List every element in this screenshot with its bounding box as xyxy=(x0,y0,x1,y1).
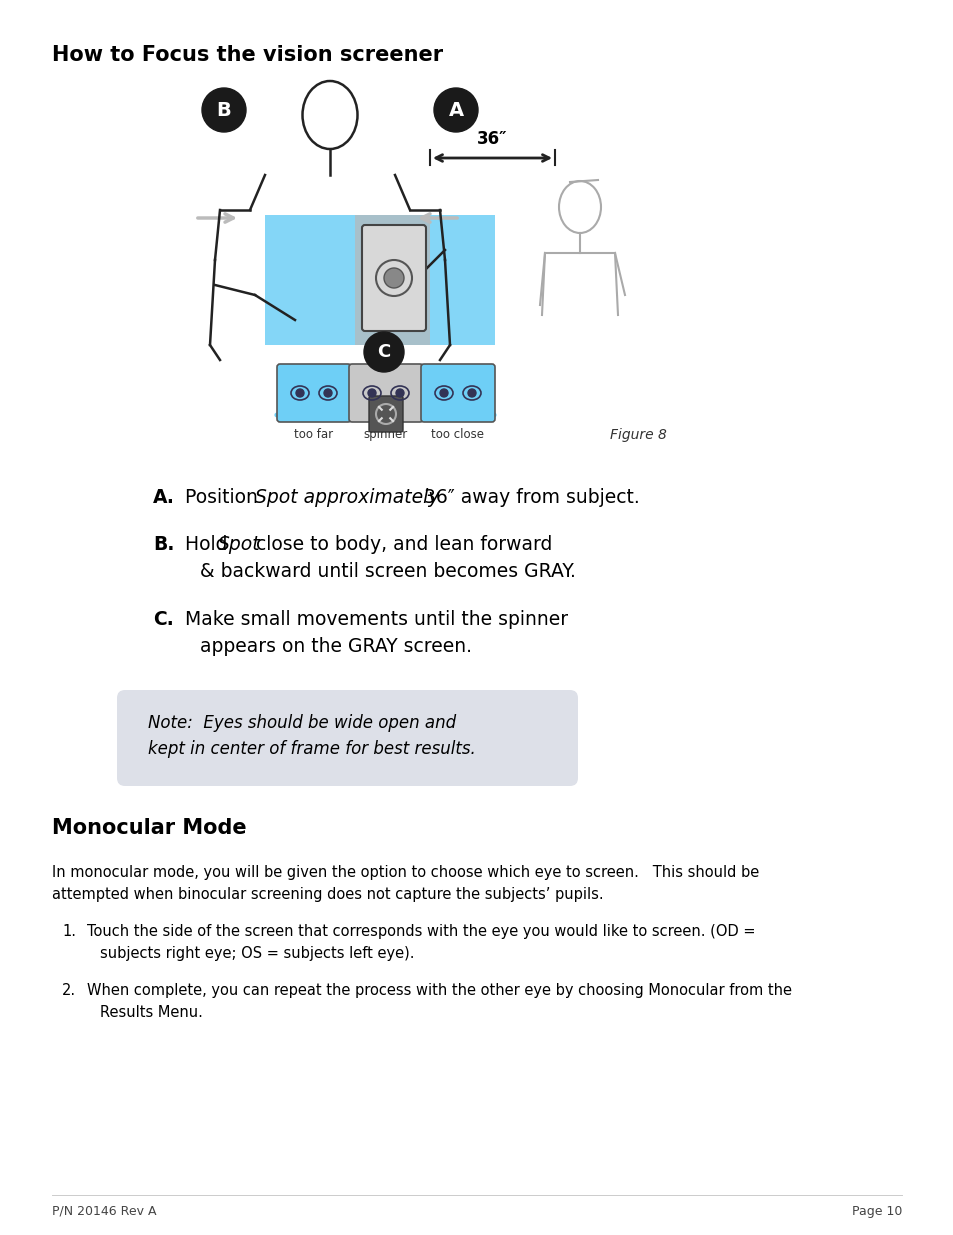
Text: B: B xyxy=(216,100,232,120)
Circle shape xyxy=(439,389,448,396)
Text: Spot: Spot xyxy=(218,535,260,555)
FancyBboxPatch shape xyxy=(276,364,351,422)
Circle shape xyxy=(202,88,246,132)
Text: attempted when binocular screening does not capture the subjects’ pupils.: attempted when binocular screening does … xyxy=(52,887,603,902)
Text: Position: Position xyxy=(185,488,264,508)
Text: In monocular mode, you will be given the option to choose which eye to screen.  : In monocular mode, you will be given the… xyxy=(52,864,759,881)
Text: A.: A. xyxy=(152,488,174,508)
Text: too far: too far xyxy=(294,429,334,441)
FancyBboxPatch shape xyxy=(117,690,578,785)
Circle shape xyxy=(434,88,477,132)
Text: close to body, and lean forward: close to body, and lean forward xyxy=(250,535,552,555)
Text: C.: C. xyxy=(152,610,173,629)
Text: P/N 20146 Rev A: P/N 20146 Rev A xyxy=(52,1205,156,1218)
Text: How to Focus the vision screener: How to Focus the vision screener xyxy=(52,44,442,65)
Circle shape xyxy=(295,389,304,396)
Text: spinner: spinner xyxy=(363,429,408,441)
FancyBboxPatch shape xyxy=(369,396,402,432)
Text: A: A xyxy=(448,100,463,120)
Text: Figure 8: Figure 8 xyxy=(609,429,666,442)
Circle shape xyxy=(384,268,403,288)
Text: 36″: 36″ xyxy=(476,130,507,148)
Text: Touch the side of the screen that corresponds with the eye you would like to scr: Touch the side of the screen that corres… xyxy=(87,924,755,939)
Text: Hold: Hold xyxy=(185,535,233,555)
Text: Make small movements until the spinner: Make small movements until the spinner xyxy=(185,610,568,629)
Text: 2.: 2. xyxy=(62,983,76,998)
FancyBboxPatch shape xyxy=(265,215,495,345)
Text: Monocular Mode: Monocular Mode xyxy=(52,818,247,839)
Text: Spot approximately: Spot approximately xyxy=(254,488,439,508)
Circle shape xyxy=(368,389,375,396)
Circle shape xyxy=(364,332,403,372)
FancyBboxPatch shape xyxy=(420,364,495,422)
Circle shape xyxy=(324,389,332,396)
Text: Note:  Eyes should be wide open and
kept in center of frame for best results.: Note: Eyes should be wide open and kept … xyxy=(148,714,476,758)
FancyBboxPatch shape xyxy=(361,225,426,331)
Text: When complete, you can repeat the process with the other eye by choosing Monocul: When complete, you can repeat the proces… xyxy=(87,983,791,998)
Text: Results Menu.: Results Menu. xyxy=(100,1005,203,1020)
Text: subjects right eye; OS = subjects left eye).: subjects right eye; OS = subjects left e… xyxy=(100,946,414,961)
Text: 1.: 1. xyxy=(62,924,76,939)
Text: appears on the GRAY screen.: appears on the GRAY screen. xyxy=(200,637,472,656)
Circle shape xyxy=(468,389,476,396)
Text: too close: too close xyxy=(431,429,484,441)
FancyBboxPatch shape xyxy=(349,364,422,422)
Text: Page 10: Page 10 xyxy=(851,1205,901,1218)
Text: C: C xyxy=(377,343,390,361)
FancyBboxPatch shape xyxy=(355,215,430,345)
Text: B.: B. xyxy=(152,535,174,555)
Circle shape xyxy=(395,389,403,396)
Text: & backward until screen becomes GRAY.: & backward until screen becomes GRAY. xyxy=(200,562,576,580)
Text: 36″ away from subject.: 36″ away from subject. xyxy=(417,488,639,508)
